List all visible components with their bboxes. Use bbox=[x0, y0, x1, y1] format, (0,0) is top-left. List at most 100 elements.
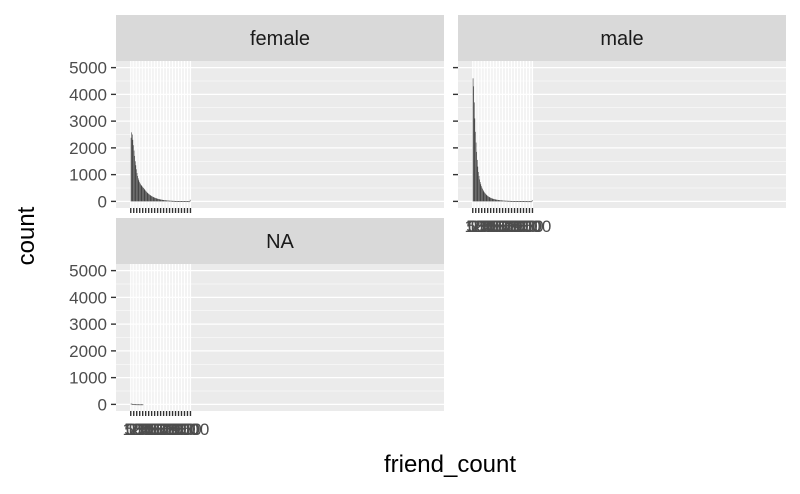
histogram-bar bbox=[168, 200, 169, 202]
histogram-bar bbox=[146, 192, 148, 202]
histogram-bar bbox=[485, 194, 487, 202]
histogram-bar bbox=[495, 199, 497, 202]
histogram-bar bbox=[180, 201, 182, 202]
histogram-bar bbox=[134, 161, 136, 202]
histogram-bar bbox=[483, 191, 485, 202]
histogram-bar bbox=[488, 196, 490, 202]
histogram-bar bbox=[504, 200, 506, 202]
x-tick-label: 250 bbox=[131, 420, 159, 439]
histogram-bar bbox=[490, 197, 492, 202]
histogram-bar bbox=[131, 403, 133, 405]
histogram-bar bbox=[503, 200, 505, 202]
histogram-bar bbox=[140, 404, 141, 406]
x-tick-label: 350 bbox=[137, 420, 165, 439]
histogram-bar bbox=[151, 196, 153, 202]
histogram-bar bbox=[507, 200, 508, 202]
histogram-bar bbox=[499, 200, 500, 202]
histogram-bar bbox=[177, 201, 179, 202]
histogram-bar bbox=[130, 403, 132, 405]
histogram-bar bbox=[158, 199, 160, 202]
histogram-bar bbox=[514, 201, 516, 202]
histogram-bar bbox=[165, 200, 166, 202]
histogram-bar bbox=[183, 201, 184, 202]
histogram-bar bbox=[176, 201, 178, 202]
histogram-bar bbox=[508, 200, 510, 202]
x-tick-label: 850 bbox=[167, 420, 195, 439]
y-tick-label: 0 bbox=[98, 192, 107, 211]
histogram-bar bbox=[525, 201, 526, 203]
y-tick-label: 5000 bbox=[69, 59, 107, 78]
histogram-bar bbox=[478, 171, 479, 202]
x-tick-label: 1000 bbox=[172, 420, 210, 439]
histogram-bar bbox=[161, 199, 162, 202]
x-tick-label: 700 bbox=[500, 217, 528, 236]
histogram-bar bbox=[136, 173, 138, 202]
x-tick-label: 200 bbox=[129, 420, 157, 439]
x-tick-label: 0 bbox=[126, 420, 135, 439]
histogram-bar bbox=[189, 201, 190, 203]
histogram-bar bbox=[515, 201, 516, 202]
histogram-bar bbox=[496, 199, 498, 202]
histogram-bar bbox=[157, 198, 159, 202]
histogram-bar bbox=[513, 201, 515, 202]
x-tick-label: 350 bbox=[479, 217, 507, 236]
x-tick-label: 450 bbox=[485, 217, 513, 236]
histogram-bar bbox=[143, 188, 144, 202]
histogram-bar bbox=[504, 200, 505, 202]
histogram-bar bbox=[163, 200, 165, 202]
y-tick-label: 1000 bbox=[69, 166, 107, 185]
histogram-bar bbox=[153, 197, 155, 202]
x-axis-title: friend_count bbox=[384, 451, 516, 478]
histogram-bar bbox=[174, 200, 175, 202]
histogram-bar bbox=[139, 404, 141, 406]
histogram-bar bbox=[520, 201, 522, 202]
facet-panel-NA: NA05010015020025030035040045050055060065… bbox=[69, 218, 444, 439]
histogram-bar bbox=[160, 199, 161, 202]
histogram-bar bbox=[491, 198, 493, 202]
histogram-bar bbox=[502, 200, 503, 202]
histogram-bar bbox=[480, 184, 482, 202]
y-tick-label: 2000 bbox=[69, 342, 107, 361]
histogram-bar bbox=[531, 200, 533, 202]
histogram-bar bbox=[148, 194, 150, 202]
histogram-bar bbox=[189, 199, 191, 202]
histogram-bar bbox=[161, 199, 163, 202]
x-tick-label: 700 bbox=[158, 420, 186, 439]
x-tick-label: 500 bbox=[488, 217, 516, 236]
histogram-bar bbox=[492, 198, 494, 202]
y-tick-label: 1000 bbox=[69, 369, 107, 388]
x-tick-label: 450 bbox=[143, 420, 171, 439]
histogram-bar bbox=[152, 196, 154, 202]
x-tick-label: 1000 bbox=[514, 217, 552, 236]
histogram-bar bbox=[497, 199, 498, 202]
histogram-bar bbox=[160, 199, 162, 202]
histogram-bar bbox=[143, 188, 145, 202]
histogram-bar bbox=[473, 102, 475, 202]
strip-label-female: female bbox=[250, 28, 310, 50]
histogram-bar bbox=[516, 201, 518, 202]
histogram-bar bbox=[484, 193, 486, 202]
histogram-bar bbox=[490, 197, 491, 202]
histogram-bar bbox=[182, 201, 184, 202]
histogram-bar bbox=[177, 201, 178, 202]
x-tick-label: 550 bbox=[491, 217, 519, 236]
y-axis-title: count bbox=[13, 206, 40, 265]
histogram-bar bbox=[172, 200, 174, 202]
histogram-bar bbox=[162, 199, 164, 202]
histogram-bar bbox=[481, 187, 483, 202]
x-tick-label: 100 bbox=[123, 420, 151, 439]
histogram-bar bbox=[171, 200, 173, 202]
x-tick-label: 750 bbox=[503, 217, 531, 236]
histogram-bar bbox=[500, 200, 502, 202]
histogram-bar bbox=[162, 199, 163, 202]
histogram-bar bbox=[499, 200, 501, 202]
histogram-bar bbox=[487, 196, 489, 202]
x-tick-label: 250 bbox=[473, 217, 501, 236]
histogram-bar bbox=[144, 189, 146, 202]
histogram-bar bbox=[158, 199, 159, 202]
histogram-bar bbox=[521, 201, 523, 202]
histogram-bar bbox=[515, 201, 517, 202]
y-tick-label: 4000 bbox=[69, 288, 107, 307]
histogram-bar bbox=[188, 201, 189, 203]
